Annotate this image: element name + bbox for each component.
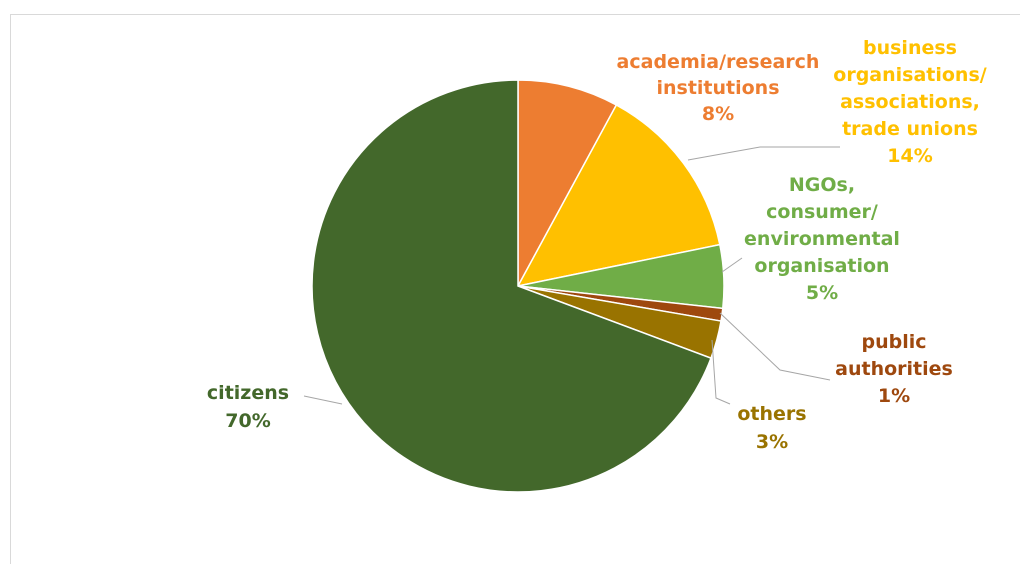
leader-line-3: [721, 257, 743, 273]
slice-label-3: NGOs,: [789, 174, 855, 196]
slice-label-2: trade unions: [842, 118, 978, 140]
slice-label-2: associations,: [840, 91, 980, 113]
pie-chart: academia/research institutions 8% business o…: [207, 37, 987, 493]
chart-frame: [10, 14, 1020, 564]
pie-slice-2: [516, 103, 721, 288]
pie-slice-1: [517, 79, 618, 287]
slice-label-6: citizens: [207, 382, 289, 404]
slice-label-3: consumer/: [766, 201, 878, 223]
slice-label-2: organisations/: [833, 64, 986, 86]
slice-value-label-2: 14%: [887, 145, 932, 167]
slice-value-label-1: 8%: [702, 103, 734, 125]
slice-value-label-4: 1%: [878, 385, 910, 407]
leader-lines: [303, 146, 840, 405]
slice-label-3: environmental: [744, 228, 900, 250]
slice-value-label-5: 3%: [756, 431, 788, 453]
slice-label-5: others: [737, 403, 806, 425]
slice-labels: academia/research institutions 8% business o…: [207, 37, 987, 453]
slice-label-2: business: [863, 37, 957, 59]
slice-value-label-6: 70%: [225, 410, 270, 432]
pie-slice-6: [311, 79, 712, 493]
slice-label-4: public: [861, 331, 926, 353]
leader-line-5: [711, 339, 731, 405]
slice-label-1: academia/research: [617, 51, 820, 73]
slice-label-4: authorities: [835, 358, 953, 380]
leader-line-6: [303, 395, 343, 405]
pie-slices: [311, 79, 725, 493]
leader-line-2: [687, 146, 840, 161]
leader-line-4: [719, 312, 831, 381]
slice-label-1: institutions: [656, 77, 779, 99]
slice-label-3: organisation: [754, 255, 889, 277]
slice-value-label-3: 5%: [806, 282, 838, 304]
